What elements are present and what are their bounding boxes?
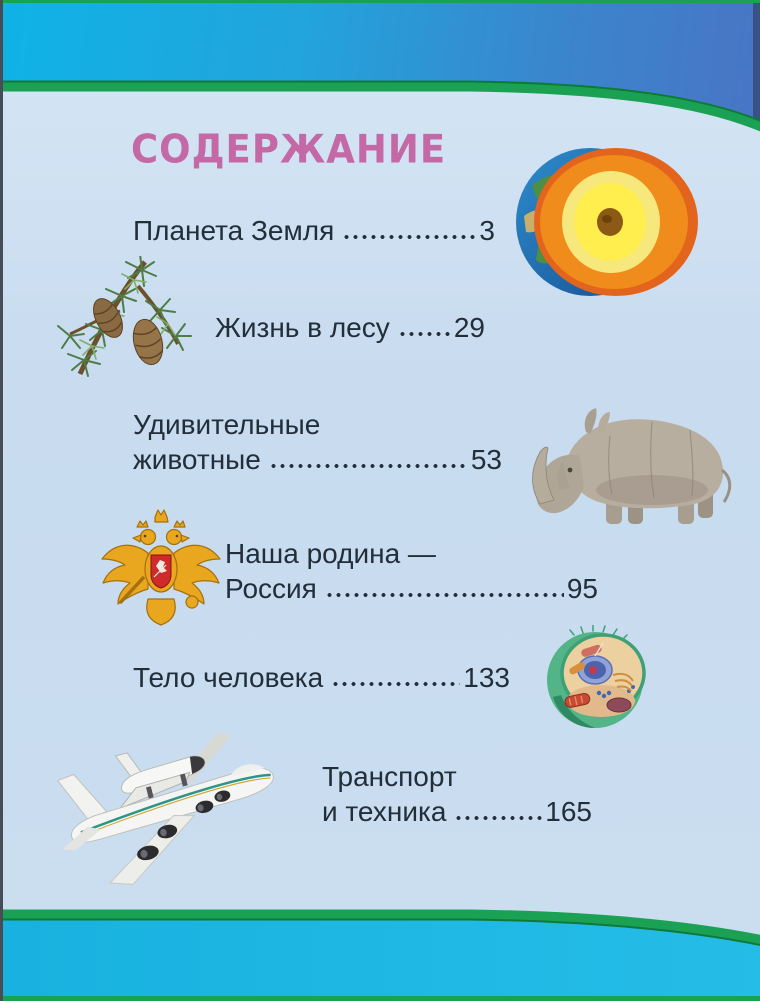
- page-title: СОДЕРЖАНИЕ: [131, 127, 447, 173]
- dot-leader: [342, 234, 477, 240]
- rhinoceros-illustration: [510, 378, 742, 530]
- entry-page-number: 29: [453, 312, 485, 343]
- entry-label-line2: животные: [133, 444, 261, 475]
- russian-coat-of-arms-illustration: [92, 503, 230, 629]
- dot-leader: [331, 681, 461, 687]
- dot-leader: [454, 815, 543, 821]
- shuttle-carrier-aircraft-illustration: [50, 716, 290, 886]
- entry-page-number: 53: [470, 444, 502, 475]
- earth-core-cutaway-illustration: [512, 146, 702, 298]
- toc-entry-homeland-russia: Наша родина — Россия 95: [225, 536, 598, 606]
- entry-label-line1: Наша родина —: [225, 538, 436, 569]
- animal-cell-cutaway-illustration: [543, 625, 655, 733]
- entry-page-number: 133: [463, 662, 510, 693]
- dot-leader: [397, 331, 451, 337]
- entry-page-number: 95: [566, 573, 598, 604]
- toc-entry-planet-earth: Планета Земля 3: [133, 213, 495, 248]
- entry-label-line2: Россия: [225, 573, 317, 604]
- toc-entry-human-body: Тело человека 133: [133, 660, 510, 695]
- toc-entry-forest-life: Жизнь в лесу 29: [215, 310, 485, 345]
- toc-entry-amazing-animals: Удивительные животные 53: [133, 407, 502, 477]
- entry-label-line1: Транспорт: [322, 761, 457, 792]
- dot-leader: [268, 463, 468, 469]
- entry-label: Планета Земля: [133, 215, 335, 246]
- entry-label: Тело человека: [133, 662, 324, 693]
- entry-label-line1: Удивительные: [133, 409, 321, 440]
- entry-page-number: 165: [545, 796, 592, 827]
- toc-entry-transport: Транспорт и техника 165: [322, 759, 592, 829]
- entry-page-number: 3: [479, 215, 495, 246]
- pine-branch-illustration: [50, 256, 218, 398]
- entry-label-line2: и техника: [322, 796, 447, 827]
- dot-leader: [324, 592, 564, 598]
- entry-label: Жизнь в лесу: [215, 312, 390, 343]
